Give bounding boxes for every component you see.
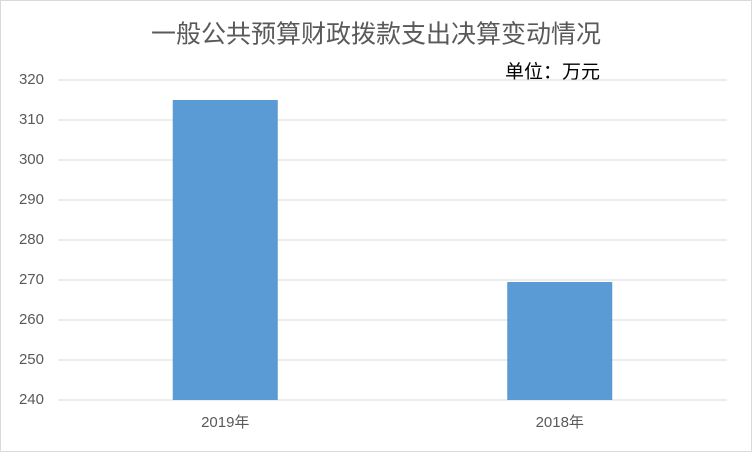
chart-title: 一般公共预算财政拨款支出决算变动情况 <box>151 21 601 49</box>
y-tick-label: 290 <box>19 191 44 208</box>
y-tick-label: 280 <box>19 231 44 248</box>
bar <box>507 282 613 400</box>
y-tick-label: 320 <box>19 71 44 88</box>
y-tick-label: 240 <box>19 391 44 408</box>
y-tick-label: 310 <box>19 111 44 128</box>
bar <box>172 100 278 400</box>
y-tick-label: 270 <box>19 271 44 288</box>
y-tick-label: 300 <box>19 151 44 168</box>
x-tick-label: 2019年 <box>201 414 249 431</box>
unit-annotation: 单位：万元 <box>505 61 600 83</box>
y-tick-label: 250 <box>19 351 44 368</box>
y-tick-label: 260 <box>19 311 44 328</box>
x-tick-label: 2018年 <box>536 414 584 431</box>
